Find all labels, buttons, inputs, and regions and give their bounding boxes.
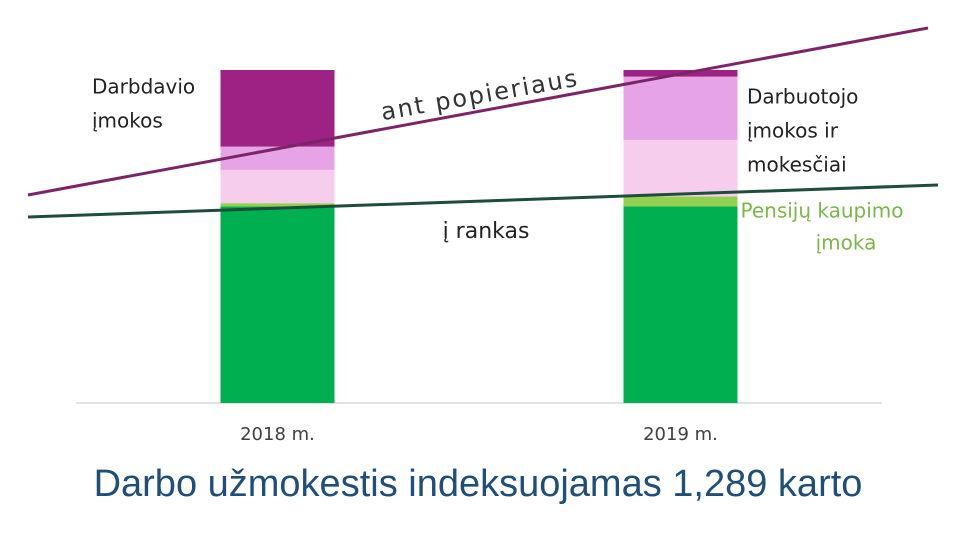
x-tick-label: 2019 m. [643,424,718,445]
bar-segment [220,169,335,204]
bar-segment [220,206,335,403]
x-tick-label: 2018 m. [240,424,315,445]
chart-title: Darbo užmokestis indeksuojamas 1,289 kar… [94,463,863,505]
bar-segment [623,206,738,403]
gross-line [27,26,929,197]
annotation: įmoka [816,231,877,255]
net-line [27,183,939,219]
bar-segment [623,139,738,197]
bar-segment [220,146,335,170]
bars [220,70,738,403]
bar-segment [220,203,335,207]
annotation: ant popieriaus [379,64,581,126]
annotation: įmokos [92,109,163,133]
annotation: Darbdavio [92,75,195,99]
annotation: Pensijų kaupimo [740,199,903,223]
bar-segment [623,196,738,207]
bar-segment [623,76,738,140]
annotation: įmokos ir [747,119,839,143]
annotation: mokesčiai [747,153,847,177]
bar-segment [220,70,335,147]
annotation: į rankas [443,219,530,244]
annotation: Darbuotojo [747,85,858,109]
